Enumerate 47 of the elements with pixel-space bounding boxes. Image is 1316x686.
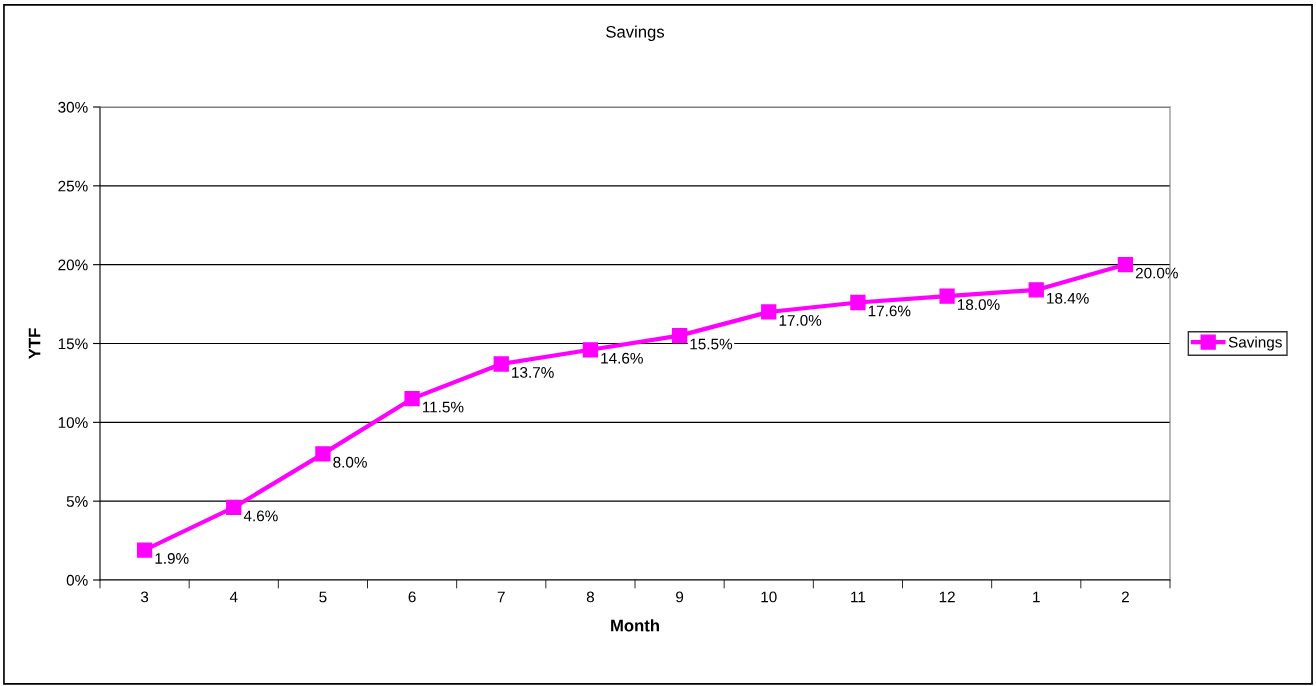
x-axis-title: Month — [611, 619, 659, 632]
data-label: 11.5% — [422, 401, 464, 413]
y-tick-label: 20% — [58, 259, 88, 271]
x-tick-label: 2 — [1121, 591, 1129, 603]
data-label: 17.6% — [868, 305, 911, 317]
data-label: 8.0% — [333, 456, 367, 468]
x-tick-label: 1 — [1033, 591, 1040, 603]
y-tick-label: 0% — [66, 574, 88, 586]
y-tick-label: 25% — [58, 180, 88, 192]
data-label: 18.0% — [957, 299, 1000, 311]
point — [493, 356, 509, 372]
x-tick-label: 8 — [586, 591, 594, 603]
legend-label: Savings — [1228, 336, 1282, 351]
x-tick-label: 3 — [140, 591, 149, 603]
data-label: 1.9% — [155, 553, 189, 564]
y-tick-label: 5% — [66, 496, 88, 507]
data-label: 18.4% — [1047, 292, 1089, 304]
point — [939, 288, 955, 304]
chart-title: Savings — [606, 25, 665, 42]
point — [315, 446, 331, 462]
x-tick-label: 12 — [939, 591, 955, 603]
y-tick-label: 10% — [58, 417, 88, 429]
point — [136, 542, 153, 558]
data-label: 15.5% — [690, 338, 733, 350]
point — [582, 342, 599, 358]
y-axis-title: YTF — [28, 328, 41, 359]
y-tick-label: 30% — [58, 101, 88, 113]
point — [761, 304, 777, 320]
point — [1117, 257, 1134, 273]
x-tick-label: 11 — [851, 591, 866, 603]
data-label: 20.0% — [1135, 267, 1178, 279]
data-label: 14.6% — [601, 352, 643, 364]
point — [1028, 282, 1044, 298]
point — [850, 294, 866, 311]
point — [671, 327, 688, 344]
data-label: 13.7% — [512, 367, 554, 378]
data-label: 17.0% — [779, 314, 822, 326]
x-tick-label: 5 — [319, 591, 327, 603]
x-tick-label: 4 — [229, 591, 238, 603]
x-tick-label: 9 — [676, 591, 684, 603]
x-tick-label: 6 — [408, 591, 416, 603]
y-tick-label: 15% — [58, 338, 88, 350]
x-tick-label: 7 — [497, 591, 505, 603]
data-label: 4.6% — [243, 510, 278, 522]
x-tick-label: 10 — [761, 591, 777, 603]
point — [226, 499, 242, 516]
point — [404, 391, 420, 407]
